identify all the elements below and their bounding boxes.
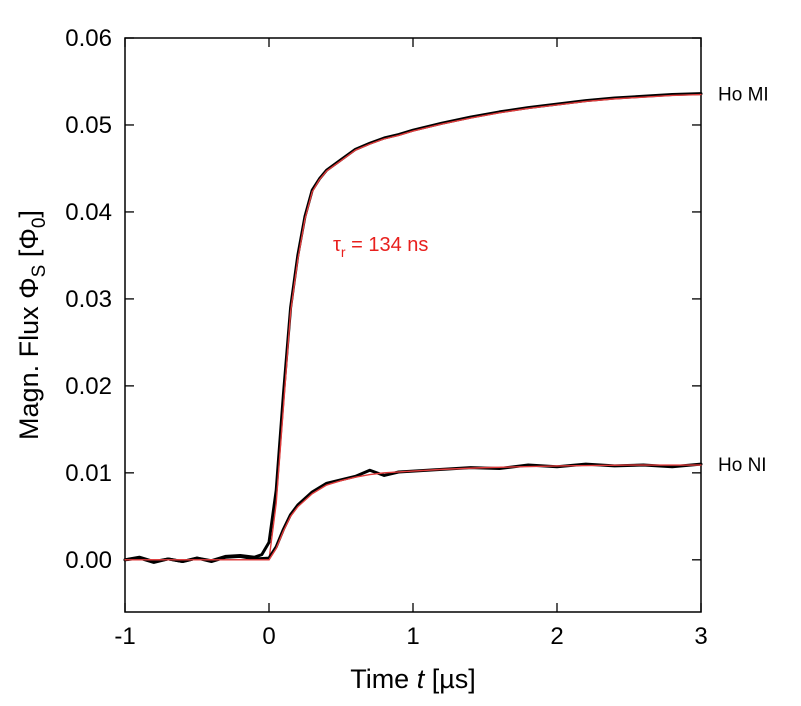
- y-tick-label: 0.05: [65, 112, 112, 139]
- y-tick-label: 0.03: [65, 286, 112, 313]
- x-tick-label: 2: [550, 623, 563, 650]
- series-layer: [123, 92, 703, 564]
- x-axis-ticks: -1 0 1 2 3: [114, 38, 708, 650]
- measured-curve: [123, 92, 703, 564]
- rise-time-annotation: τr = 134 ns: [333, 234, 428, 260]
- y-axis-title: Magn. Flux ΦS [Φ0]: [14, 210, 50, 440]
- fit-curve: [124, 464, 702, 561]
- series-labels: Ho MI Ho NI: [718, 85, 769, 476]
- series-label: Ho MI: [718, 85, 769, 106]
- x-tick-label: 3: [694, 623, 707, 650]
- measured-curve: [123, 462, 703, 564]
- y-tick-label: 0.01: [65, 460, 112, 487]
- x-tick-label: 0: [262, 623, 275, 650]
- y-tick-label: 0.06: [65, 25, 112, 52]
- y-tick-label: 0.00: [65, 547, 112, 574]
- y-tick-label: 0.04: [65, 199, 112, 226]
- x-tick-label: -1: [114, 623, 135, 650]
- x-tick-label: 1: [406, 623, 419, 650]
- x-axis-title: Time t [µs]: [350, 664, 476, 694]
- y-axis-ticks: 0.00 0.01 0.02 0.03 0.04 0.05 0.06: [65, 25, 701, 574]
- y-tick-label: 0.02: [65, 373, 112, 400]
- series-label: Ho NI: [718, 455, 767, 476]
- fit-curve: [124, 93, 702, 561]
- plot-frame: [124, 37, 702, 613]
